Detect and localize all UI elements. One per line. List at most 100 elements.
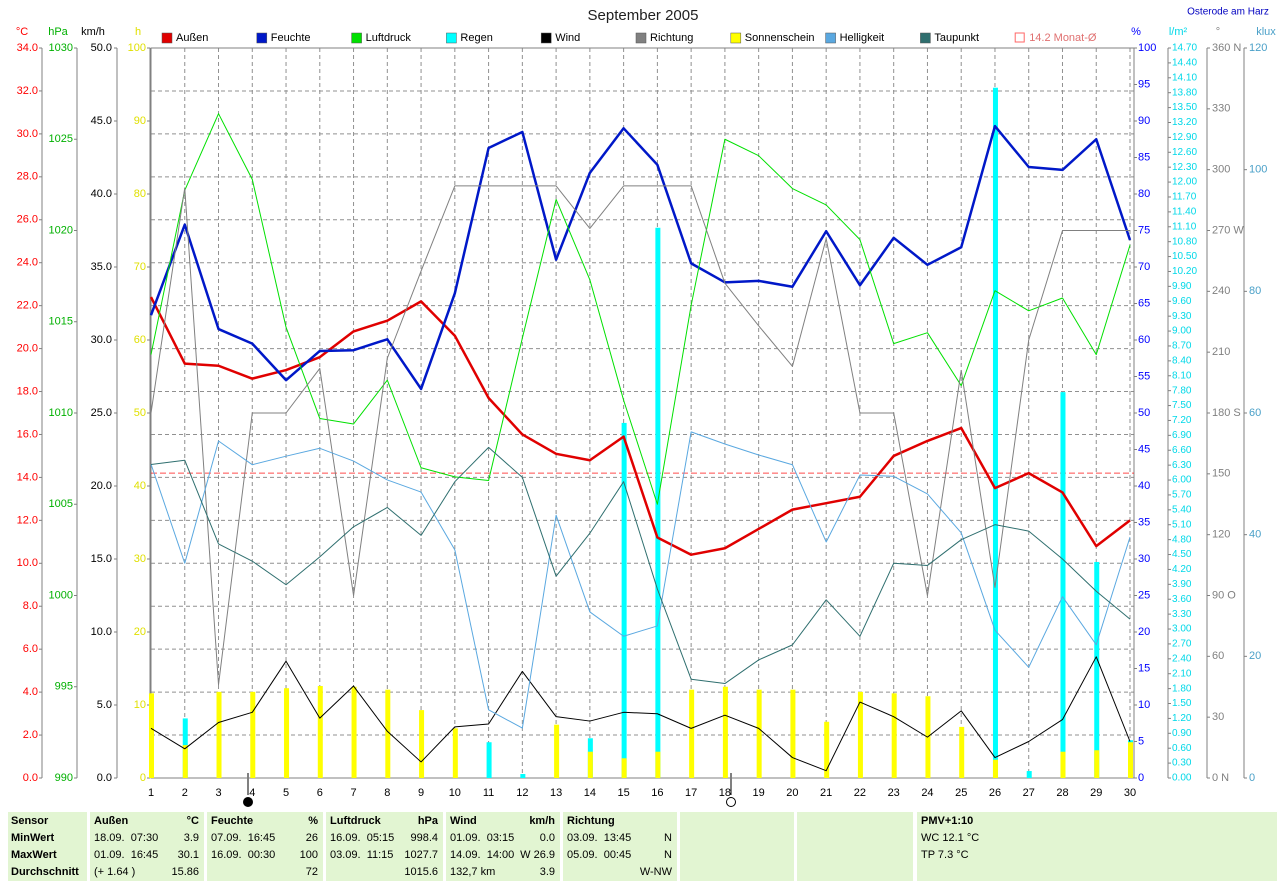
- cell-value: 26: [306, 832, 318, 844]
- x-tick-label: 26: [989, 787, 1001, 799]
- y-tick-label: 90 O: [1212, 589, 1236, 601]
- y-tick-label: 180 S: [1212, 407, 1241, 419]
- pmv-line: TP 7.3 °C: [921, 849, 969, 861]
- x-tick-label: 20: [786, 787, 798, 799]
- y-tick-label: 9.60: [1172, 296, 1192, 307]
- x-tick-label: 17: [685, 787, 697, 799]
- pmv-title: PMV+1:10: [921, 815, 973, 827]
- y-tick-label: 40: [134, 480, 146, 492]
- column-unit: °C: [187, 815, 199, 827]
- cell-time: 16.09. 00:30: [211, 849, 275, 861]
- y-tick-label: 8.70: [1172, 341, 1192, 352]
- axis-unit: °C: [16, 26, 28, 38]
- y-tick-label: 45.0: [91, 115, 112, 127]
- y-tick-label: 7.80: [1172, 385, 1192, 396]
- axis-unit: h: [135, 26, 141, 38]
- x-tick-label: 23: [888, 787, 900, 799]
- y-tick-label: 1.20: [1172, 713, 1192, 724]
- x-tick-label: 13: [550, 787, 562, 799]
- column-header: Wind: [450, 815, 477, 827]
- y-tick-label: 80: [1249, 285, 1261, 297]
- axis-unit: l/m²: [1169, 26, 1188, 38]
- y-tick-label: 5.0: [97, 699, 112, 711]
- cell-value: 1015.6: [404, 866, 438, 878]
- y-tick-label: 11.70: [1172, 192, 1197, 203]
- table-cell: [8, 812, 87, 881]
- x-tick-label: 15: [617, 787, 629, 799]
- y-tick-label: 30.0: [17, 128, 38, 140]
- y-tick-label: 9.90: [1172, 281, 1192, 292]
- y-tick-label: 5.70: [1172, 490, 1192, 501]
- legend-label: Luftdruck: [366, 32, 412, 44]
- y-tick-label: 990: [55, 772, 73, 784]
- y-tick-label: 60: [1138, 334, 1150, 346]
- cell-time: 16.09. 05:15: [330, 832, 394, 844]
- y-tick-label: 25.0: [91, 407, 112, 419]
- row-label: Sensor: [11, 815, 49, 827]
- y-tick-label: 20: [134, 626, 146, 638]
- cell-value: N: [664, 832, 672, 844]
- y-tick-label: 11.10: [1172, 221, 1197, 232]
- bar: [385, 689, 391, 778]
- y-tick-label: 20.0: [17, 342, 38, 354]
- y-tick-label: 11.40: [1172, 207, 1197, 218]
- x-tick-label: 30: [1124, 787, 1136, 799]
- y-tick-label: 40.0: [91, 188, 112, 200]
- y-tick-label: 12.60: [1172, 147, 1197, 158]
- y-tick-label: 10.0: [91, 626, 112, 638]
- column-unit: km/h: [529, 815, 555, 827]
- y-tick-label: 100: [128, 42, 146, 54]
- bar: [452, 728, 458, 778]
- row-label: MinWert: [11, 832, 55, 844]
- y-tick-label: 300: [1212, 164, 1230, 176]
- y-tick-label: 14.10: [1172, 72, 1197, 83]
- y-tick-label: 2.40: [1172, 653, 1192, 664]
- y-tick-label: 35: [1138, 516, 1150, 528]
- y-tick-label: 5.10: [1172, 519, 1192, 530]
- legend-label: Regen: [460, 32, 492, 44]
- x-tick-label: 10: [449, 787, 461, 799]
- table-cell: [563, 812, 677, 881]
- bar: [587, 751, 593, 778]
- cell-value: 998.4: [410, 832, 438, 844]
- y-tick-label: 120: [1249, 42, 1267, 54]
- y-tick-label: 1.50: [1172, 698, 1192, 709]
- table-cell: [207, 812, 323, 881]
- x-tick-label: 21: [820, 787, 832, 799]
- y-tick-label: 995: [55, 681, 73, 693]
- y-tick-label: 30: [1212, 711, 1224, 723]
- y-tick-label: 100: [1249, 164, 1267, 176]
- y-tick-label: 8.10: [1172, 370, 1192, 381]
- y-tick-label: 6.0: [23, 643, 38, 655]
- y-tick-label: 1.80: [1172, 683, 1192, 694]
- x-tick-label: 18: [719, 787, 731, 799]
- y-tick-label: 30: [1138, 553, 1150, 565]
- y-tick-label: 26.0: [17, 214, 38, 226]
- legend-label: Richtung: [650, 32, 693, 44]
- y-tick-label: 12.00: [1172, 177, 1197, 188]
- cell-value: 3.9: [540, 866, 555, 878]
- y-tick-label: 12.90: [1172, 132, 1197, 143]
- bar: [1026, 771, 1032, 778]
- y-tick-label: 120: [1212, 529, 1230, 541]
- cell-time: 03.09. 13:45: [567, 832, 631, 844]
- legend-label: Helligkeit: [840, 32, 885, 44]
- legend-label: Wind: [555, 32, 580, 44]
- y-tick-label: 13.20: [1172, 117, 1197, 128]
- column-header: Luftdruck: [330, 815, 382, 827]
- x-tick-label: 11: [483, 787, 494, 799]
- x-tick-label: 6: [317, 787, 323, 799]
- bar: [891, 693, 897, 778]
- cell-time: (+ 1.64 ): [94, 866, 135, 878]
- bar: [857, 691, 863, 778]
- y-tick-label: 20: [1249, 650, 1261, 662]
- y-tick-label: 0.0: [23, 772, 38, 784]
- y-tick-label: 95: [1138, 78, 1150, 90]
- y-tick-label: 1030: [49, 42, 73, 54]
- chart-title: September 2005: [588, 7, 699, 24]
- y-tick-label: 0.30: [1172, 758, 1192, 769]
- y-tick-label: 40: [1138, 480, 1150, 492]
- y-tick-label: 360 N: [1212, 42, 1241, 54]
- bar: [790, 689, 796, 778]
